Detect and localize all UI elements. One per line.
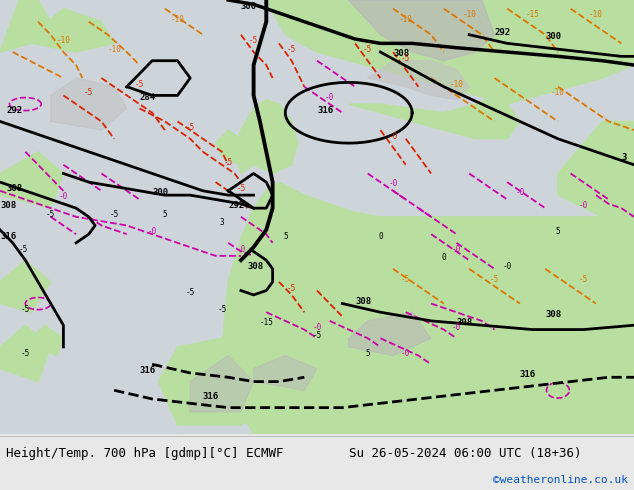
Polygon shape xyxy=(349,312,431,356)
Text: 308: 308 xyxy=(456,318,472,327)
Text: 308: 308 xyxy=(247,262,263,271)
Text: -5: -5 xyxy=(110,210,119,219)
Text: -10: -10 xyxy=(56,36,70,46)
Polygon shape xyxy=(558,122,634,217)
Polygon shape xyxy=(178,434,634,477)
Text: 5: 5 xyxy=(283,231,288,241)
Text: 284: 284 xyxy=(139,93,155,102)
Polygon shape xyxy=(51,78,127,130)
Text: -5: -5 xyxy=(19,245,29,253)
Text: -15: -15 xyxy=(526,10,540,19)
Polygon shape xyxy=(216,130,247,165)
Text: -0: -0 xyxy=(515,188,524,197)
Text: 0: 0 xyxy=(378,231,383,241)
Text: -5: -5 xyxy=(135,80,144,89)
Text: -5: -5 xyxy=(579,275,588,284)
Text: -10: -10 xyxy=(450,80,463,89)
Text: -0: -0 xyxy=(59,193,68,201)
Polygon shape xyxy=(235,100,298,173)
Polygon shape xyxy=(190,356,254,412)
Text: 308: 308 xyxy=(355,296,371,306)
Text: -5: -5 xyxy=(217,305,226,314)
Text: -10: -10 xyxy=(107,45,121,54)
Text: -5: -5 xyxy=(363,45,372,54)
Text: -5: -5 xyxy=(287,45,296,54)
Text: 5: 5 xyxy=(365,348,370,358)
Text: -5: -5 xyxy=(21,348,30,358)
Text: -0: -0 xyxy=(401,348,410,358)
Polygon shape xyxy=(0,0,634,434)
Text: -0: -0 xyxy=(452,245,461,253)
Text: -10: -10 xyxy=(171,15,184,24)
Text: 316: 316 xyxy=(0,231,16,241)
Text: -5: -5 xyxy=(186,288,195,297)
Polygon shape xyxy=(0,260,51,312)
Polygon shape xyxy=(266,0,634,104)
Text: 5: 5 xyxy=(162,210,167,219)
Text: 308: 308 xyxy=(393,49,409,58)
Text: 5: 5 xyxy=(555,227,560,236)
Text: -5: -5 xyxy=(46,210,55,219)
Polygon shape xyxy=(0,152,63,208)
Text: Height/Temp. 700 hPa [gdmp][°C] ECMWF: Height/Temp. 700 hPa [gdmp][°C] ECMWF xyxy=(6,447,284,460)
Text: -0: -0 xyxy=(313,322,321,332)
Text: 308: 308 xyxy=(0,201,16,210)
Text: -5: -5 xyxy=(249,36,258,46)
Text: -5: -5 xyxy=(401,54,410,63)
Polygon shape xyxy=(158,338,279,425)
Text: Su 26-05-2024 06:00 UTC (18+36): Su 26-05-2024 06:00 UTC (18+36) xyxy=(349,447,581,460)
Text: -5: -5 xyxy=(236,184,245,193)
Text: 3: 3 xyxy=(219,219,224,227)
Text: 300: 300 xyxy=(545,32,561,41)
Text: 292: 292 xyxy=(495,28,510,37)
Polygon shape xyxy=(32,9,114,52)
Polygon shape xyxy=(349,96,520,139)
Text: -10: -10 xyxy=(551,88,565,98)
Polygon shape xyxy=(368,61,469,100)
Text: 308: 308 xyxy=(6,184,22,193)
Text: -5: -5 xyxy=(401,275,410,284)
Polygon shape xyxy=(0,0,51,52)
Text: -15: -15 xyxy=(259,318,273,327)
Text: 300: 300 xyxy=(241,1,257,11)
Text: -5: -5 xyxy=(490,275,499,284)
Text: -5: -5 xyxy=(313,331,321,340)
Text: -0: -0 xyxy=(452,322,461,332)
Polygon shape xyxy=(349,0,495,61)
Text: -5: -5 xyxy=(84,88,93,98)
Text: -10: -10 xyxy=(462,10,476,19)
Text: 3: 3 xyxy=(621,153,626,163)
Text: -5: -5 xyxy=(224,158,233,167)
Text: 316: 316 xyxy=(317,106,333,115)
Polygon shape xyxy=(222,182,634,434)
Text: 316: 316 xyxy=(139,366,155,375)
Text: -0: -0 xyxy=(503,262,512,271)
Text: -0: -0 xyxy=(389,132,398,141)
Text: -0: -0 xyxy=(236,245,245,253)
Text: -0: -0 xyxy=(148,227,157,236)
Text: -10: -10 xyxy=(399,15,413,24)
Text: -0: -0 xyxy=(579,201,588,210)
Text: -5: -5 xyxy=(186,123,195,132)
Text: -5: -5 xyxy=(287,284,296,293)
Text: 316: 316 xyxy=(520,370,536,379)
Polygon shape xyxy=(32,325,63,356)
Text: 292: 292 xyxy=(228,201,244,210)
Text: -0: -0 xyxy=(325,93,334,102)
Text: -10: -10 xyxy=(589,10,603,19)
Text: -0: -0 xyxy=(389,179,398,189)
Text: 300: 300 xyxy=(152,188,168,197)
Polygon shape xyxy=(0,325,51,382)
Text: 316: 316 xyxy=(203,392,219,401)
Text: ©weatheronline.co.uk: ©weatheronline.co.uk xyxy=(493,475,628,485)
Text: -5: -5 xyxy=(21,305,30,314)
Text: 308: 308 xyxy=(545,310,561,318)
Text: 292: 292 xyxy=(6,106,22,115)
Polygon shape xyxy=(254,356,317,390)
Text: 0: 0 xyxy=(441,253,446,262)
